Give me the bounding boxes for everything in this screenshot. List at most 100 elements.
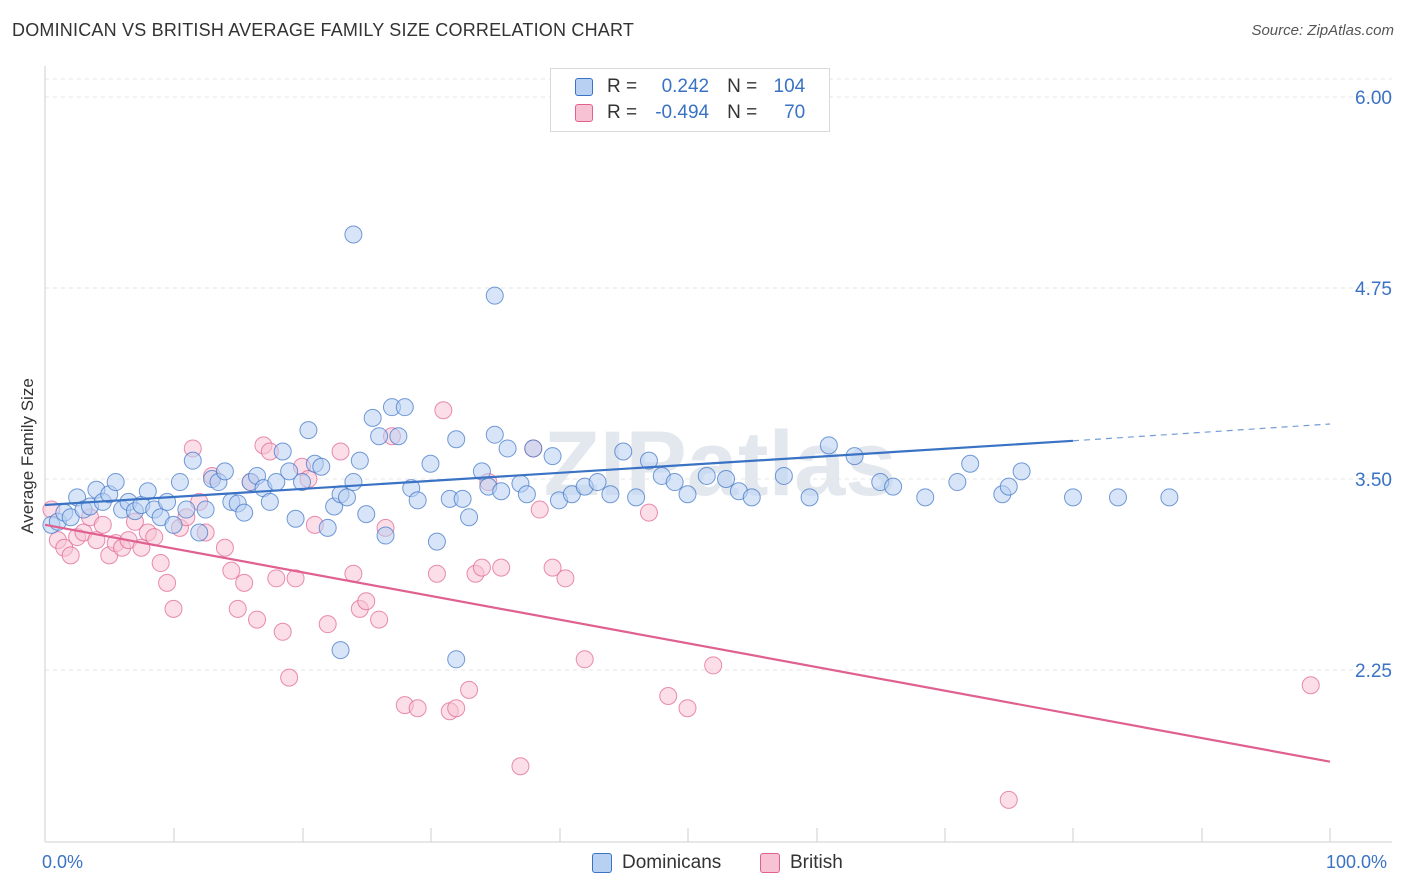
british-trend-line	[44, 523, 1331, 763]
british-point	[280, 668, 299, 687]
british-point	[575, 650, 594, 669]
dominicans-point	[1064, 488, 1082, 507]
dominicans-point	[183, 451, 202, 470]
y-tick-label: 3.50	[1355, 470, 1392, 491]
british-point	[999, 790, 1018, 809]
dominicans-point	[170, 473, 189, 492]
legend-swatch-pink	[575, 104, 593, 122]
legend-r-label: R =	[607, 102, 638, 123]
british-point	[556, 569, 575, 588]
legend-n-label: N =	[727, 102, 758, 123]
dominicans-point	[447, 430, 466, 449]
legend-label-dominicans: Dominicans	[622, 852, 722, 873]
dominicans-point	[614, 442, 633, 461]
british-point	[659, 686, 678, 705]
dominicans-trend-line	[44, 439, 1074, 507]
legend-item-dominicans[interactable]: Dominicans	[592, 852, 721, 874]
british-point	[434, 401, 453, 420]
dominicans-point	[138, 482, 157, 501]
british-point	[215, 538, 234, 557]
y-tick-label: 4.75	[1355, 279, 1392, 300]
legend-row-dominicans: R = 0.242 N = 104	[575, 74, 805, 100]
dominicans-point	[697, 466, 716, 485]
dominicans-point	[1108, 488, 1127, 507]
legend-row-british: R = -0.494 N = 70	[575, 100, 805, 126]
dominicans-point	[312, 457, 331, 476]
dominicans-point	[337, 488, 356, 507]
trend-lines	[44, 423, 1331, 763]
dominicans-point	[106, 473, 125, 492]
british-point	[164, 599, 183, 618]
dominicans-point	[260, 492, 279, 511]
legend-n-value: 104	[773, 76, 806, 97]
dominicans-point	[524, 439, 543, 458]
dominicans-point	[1012, 462, 1031, 481]
british-point	[228, 599, 247, 618]
x-tick-min: 0.0%	[42, 852, 84, 872]
dominicans-point	[543, 447, 562, 466]
axes	[44, 66, 1392, 843]
british-point	[460, 680, 479, 699]
dominicans-point	[742, 488, 761, 507]
dominicans-point	[363, 408, 382, 427]
series-legend: Dominicans British	[0, 852, 1406, 878]
dominicans-point	[627, 488, 646, 507]
british-point	[222, 561, 241, 580]
x-tick-max: 100.0%	[1326, 852, 1388, 872]
dominicans-point	[331, 641, 350, 660]
british-point	[93, 515, 112, 534]
british-point	[704, 656, 723, 675]
y-tick-label: 6.00	[1355, 88, 1392, 109]
british-point	[511, 757, 530, 776]
british-point	[678, 699, 697, 718]
dominicans-points	[42, 225, 1179, 669]
british-point	[472, 558, 491, 577]
british-point	[427, 564, 446, 583]
dominicans-point	[492, 482, 511, 501]
british-point	[543, 558, 562, 577]
dominicans-point	[280, 462, 299, 481]
british-point	[1301, 676, 1320, 695]
watermark-text: ZIPatlas	[544, 413, 897, 515]
dominicans-point	[884, 477, 903, 496]
dominicans-point	[961, 454, 980, 473]
dominicans-point	[389, 427, 408, 446]
legend-r-value: -0.494	[655, 102, 710, 123]
british-point	[151, 554, 170, 573]
dominicans-point	[286, 509, 305, 528]
dominicans-point	[472, 462, 491, 481]
dominicans-point	[344, 473, 363, 492]
dominicans-point	[299, 421, 318, 440]
dominicans-point	[408, 491, 427, 510]
british-point	[273, 622, 292, 641]
british-point	[158, 573, 177, 592]
dominicans-point	[1160, 488, 1179, 507]
british-point	[235, 573, 254, 592]
legend-item-british[interactable]: British	[760, 852, 843, 874]
chart-title: DOMINICAN VS BRITISH AVERAGE FAMILY SIZE…	[12, 20, 635, 40]
dominicans-trend-extension	[1072, 423, 1331, 442]
dominicans-point	[190, 523, 209, 542]
legend-swatch-blue	[592, 853, 612, 873]
dominicans-point	[517, 485, 536, 504]
dominicans-point	[196, 500, 215, 519]
british-point	[639, 503, 658, 522]
dominicans-point	[460, 508, 479, 527]
y-tick-labels: 2.25 3.50 4.75 6.00	[1355, 88, 1392, 682]
british-point	[286, 569, 305, 588]
british-point	[267, 569, 286, 588]
dominicans-point	[639, 451, 658, 470]
british-point	[408, 699, 427, 718]
legend-label-british: British	[790, 852, 843, 873]
legend-r-value: 0.242	[661, 76, 710, 97]
y-tick-label: 2.25	[1355, 661, 1392, 682]
dominicans-point	[453, 489, 472, 508]
dominicans-point	[427, 532, 446, 551]
british-point	[370, 610, 389, 629]
dominicans-point	[293, 473, 311, 492]
british-point	[331, 442, 350, 461]
british-point	[447, 699, 466, 718]
dominicans-point	[999, 477, 1018, 496]
dominicans-point	[235, 503, 254, 522]
